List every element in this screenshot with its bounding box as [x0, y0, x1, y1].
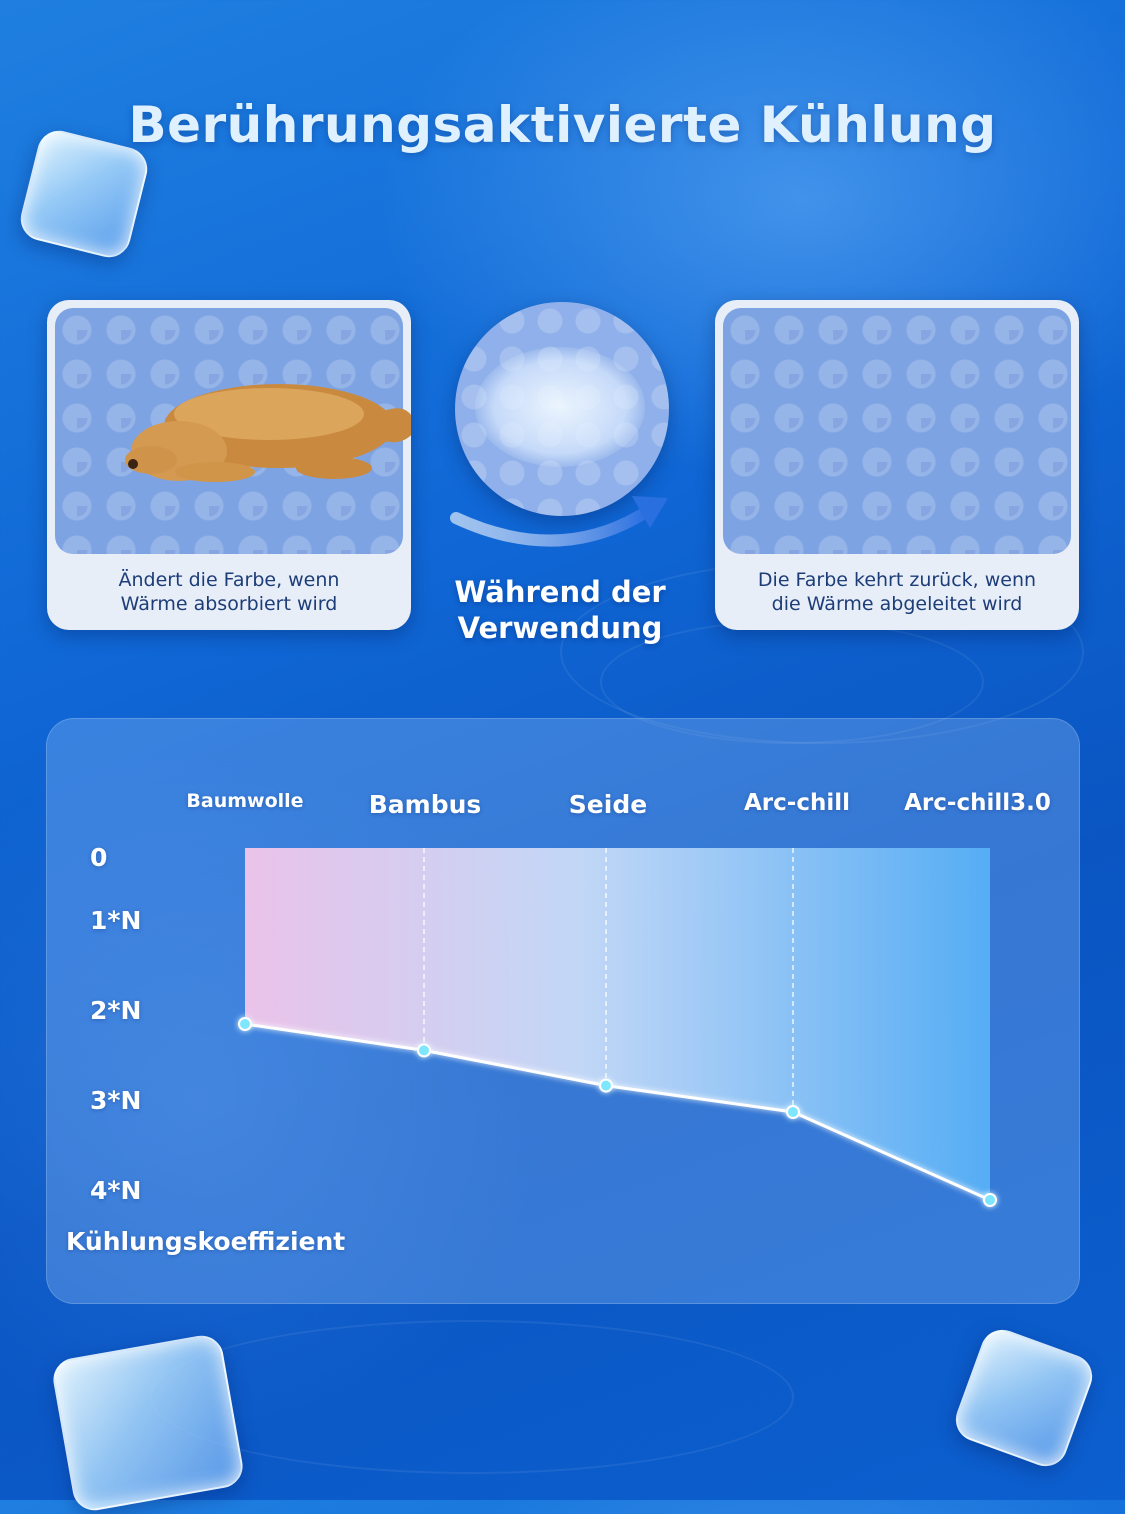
y-tick-label: 0 — [90, 843, 108, 872]
before-card: Ändert die Farbe, wenn Wärme absorbiert … — [47, 300, 411, 630]
data-point-arc-chill3-0 — [983, 1193, 997, 1207]
caption-line: Die Farbe kehrt zurück, wenn — [757, 569, 1037, 591]
transition-line: Verwendung — [457, 611, 663, 645]
caption-line: die Wärme abgeleitet wird — [771, 593, 1023, 615]
after-card: Die Farbe kehrt zurück, wenn die Wärme a… — [715, 300, 1079, 630]
arrow-curved-right-icon — [450, 496, 668, 547]
category-label: Baumwolle — [186, 790, 304, 812]
caption-line: Ändert die Farbe, wenn — [118, 569, 340, 591]
y-tick-label: 1*N — [90, 906, 142, 935]
cooling-mat-image — [723, 308, 1071, 554]
y-tick-label: 2*N — [90, 996, 142, 1025]
category-label: Bambus — [368, 790, 482, 819]
dog-image — [125, 384, 411, 482]
data-point-bambus — [417, 1043, 431, 1058]
transition-label: Während der Verwendung — [420, 574, 700, 646]
before-caption: Ändert die Farbe, wenn Wärme absorbiert … — [47, 568, 411, 616]
category-label: Arc-chill — [744, 790, 850, 816]
data-point-baumwolle — [238, 1017, 252, 1031]
caption-line: Wärme absorbiert wird — [120, 593, 338, 615]
category-label: Arc-chill3.0 — [904, 790, 1051, 816]
y-tick-label: 4*N — [90, 1176, 142, 1205]
data-point-arc-chill — [786, 1105, 800, 1119]
data-point-seide — [599, 1078, 613, 1093]
y-tick-label: 3*N — [90, 1086, 142, 1115]
heat-imprint-image — [455, 302, 669, 516]
chart-area-fill — [245, 848, 990, 1200]
heat-glow — [475, 347, 645, 467]
page-title: Berührungsaktivierte Kühlung — [128, 95, 997, 154]
y-axis-title: Kühlungskoeffizient — [66, 1227, 346, 1256]
category-label: Seide — [568, 790, 648, 819]
after-caption: Die Farbe kehrt zurück, wenn die Wärme a… — [715, 568, 1079, 616]
transition-line: Während der — [454, 575, 666, 609]
